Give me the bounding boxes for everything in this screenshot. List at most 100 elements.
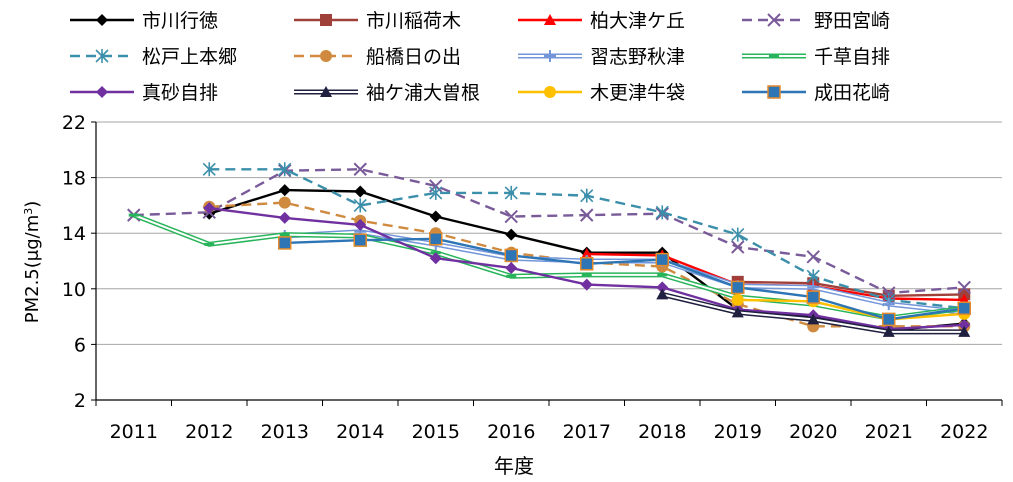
series-line xyxy=(737,298,965,321)
data-point xyxy=(806,250,820,264)
y-tick-label: 2 xyxy=(74,390,86,412)
y-axis-label-close: ) xyxy=(22,201,43,208)
data-point xyxy=(278,162,292,177)
data-point xyxy=(806,269,820,284)
x-tick-label: 2012 xyxy=(185,421,233,443)
legend-label: 野田宮崎 xyxy=(814,10,890,32)
legend-label: 千草自排 xyxy=(814,46,890,68)
grid-lines xyxy=(96,121,1002,345)
x-tick-label: 2015 xyxy=(412,421,460,443)
data-point xyxy=(581,273,592,277)
series-12 xyxy=(278,232,971,327)
data-point xyxy=(128,213,139,217)
data-point xyxy=(580,248,593,260)
legend-label: 習志野秋津 xyxy=(590,46,685,68)
data-point xyxy=(354,218,367,231)
legend-item: 千草自排 xyxy=(742,46,890,68)
data-point xyxy=(278,196,291,209)
data-point xyxy=(580,208,594,222)
data-point xyxy=(882,325,895,337)
x-tick-label: 2016 xyxy=(487,421,535,443)
x-tick-label: 2011 xyxy=(110,421,158,443)
data-point xyxy=(807,313,820,325)
legend-item: 船橋日の出 xyxy=(294,46,461,68)
y-axis-label-sup: 3 xyxy=(22,208,35,215)
data-point xyxy=(731,240,745,254)
series-line xyxy=(209,201,965,328)
data-point xyxy=(278,236,292,250)
x-tick-label: 2020 xyxy=(789,421,837,443)
data-point xyxy=(278,184,291,197)
y-axis-label: PM2.5(μg/m3) xyxy=(22,201,44,324)
series-4 xyxy=(127,162,971,300)
legend-label: 真砂自排 xyxy=(142,82,218,104)
series-line xyxy=(284,237,965,321)
y-tick-label: 14 xyxy=(62,223,86,245)
data-point xyxy=(504,185,518,200)
x-tick-label: 2017 xyxy=(563,421,611,443)
data-point xyxy=(505,228,518,241)
data-point xyxy=(353,162,367,176)
x-tick-label: 2014 xyxy=(336,421,384,443)
data-point xyxy=(958,325,971,337)
data-point xyxy=(656,281,669,294)
data-point xyxy=(656,288,669,300)
data-point xyxy=(429,210,442,223)
legend-marker xyxy=(769,54,779,58)
series-line-outline xyxy=(132,212,965,321)
data-point xyxy=(204,242,215,246)
x-tick-label: 2018 xyxy=(638,421,686,443)
data-point xyxy=(580,278,593,291)
y-tick-label: 10 xyxy=(62,279,86,301)
legend-marker xyxy=(544,14,556,25)
y-tick-label: 18 xyxy=(62,168,86,190)
legend-marker xyxy=(320,86,332,97)
data-point xyxy=(957,301,971,316)
series-8 xyxy=(128,212,970,321)
data-point xyxy=(958,318,971,331)
legend-label: 市川行徳 xyxy=(142,10,218,32)
data-point xyxy=(429,232,443,246)
legend-marker xyxy=(767,85,781,99)
data-point xyxy=(278,211,291,224)
data-point xyxy=(504,209,518,224)
x-tick-label: 2013 xyxy=(261,421,309,443)
series-line xyxy=(737,280,965,297)
axes xyxy=(91,121,1003,406)
legend-marker xyxy=(95,49,109,63)
legend-label: 成田花崎 xyxy=(814,82,890,104)
data-point xyxy=(806,290,820,304)
data-point xyxy=(882,298,895,311)
legend-label: 船橋日の出 xyxy=(366,46,461,68)
data-point xyxy=(731,280,745,295)
legend-item: 市川稲荷木 xyxy=(294,10,461,32)
legend-label: 木更津牛袋 xyxy=(590,82,685,104)
data-point xyxy=(731,306,744,318)
series-line xyxy=(133,168,965,295)
data-point xyxy=(731,293,744,306)
legend-label: 柏大津ケ丘 xyxy=(590,10,685,32)
data-point xyxy=(504,248,518,263)
legend-item: 柏大津ケ丘 xyxy=(518,10,685,32)
legend-marker xyxy=(767,13,781,27)
data-point xyxy=(354,185,367,198)
data-point xyxy=(655,252,669,267)
y-tick-label: 6 xyxy=(74,334,86,356)
legend-item: 習志野秋津 xyxy=(518,46,685,68)
data-point xyxy=(429,252,442,265)
series-line-inner xyxy=(133,214,965,319)
x-axis-label: 年度 xyxy=(494,454,534,478)
legend-marker xyxy=(320,50,332,62)
legend-item: 松戸上本郷 xyxy=(70,46,237,68)
data-point xyxy=(202,162,216,177)
legend-marker xyxy=(544,50,556,62)
data-point xyxy=(203,202,216,215)
legend-marker xyxy=(96,14,108,26)
legend-item: 真砂自排 xyxy=(70,82,218,104)
x-tick-labels: 2011 2012 2013 2014 2015 2016 2017 2018 2019 2020… xyxy=(110,421,989,443)
y-tick-labels: 2 6 10 14 18 22 xyxy=(62,112,86,412)
data-point xyxy=(429,185,443,200)
legend-label: 袖ケ浦大曽根 xyxy=(366,82,480,104)
